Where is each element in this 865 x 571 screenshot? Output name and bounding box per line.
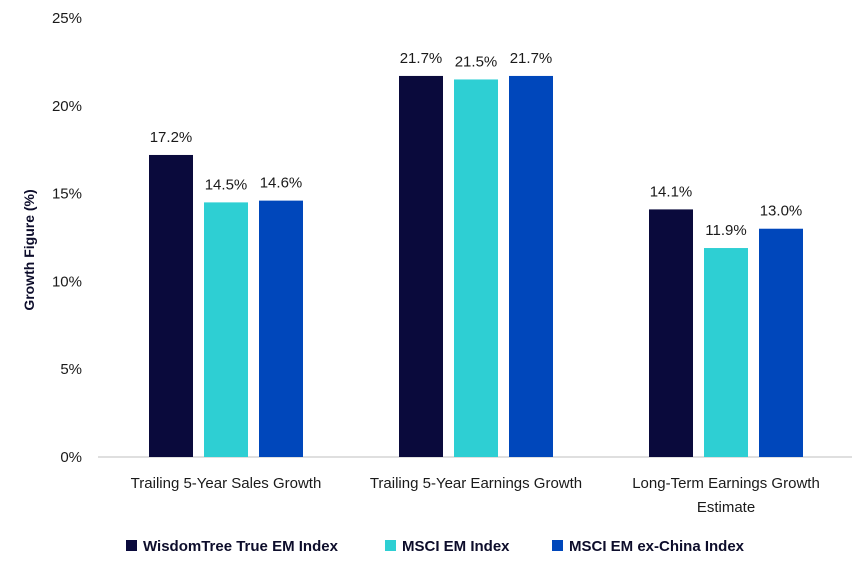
y-axis-title: Growth Figure (%) bbox=[21, 189, 37, 310]
bar bbox=[759, 228, 803, 457]
legend-label: MSCI EM Index bbox=[402, 538, 510, 555]
category-label: Long-Term Earnings Growth bbox=[632, 475, 820, 492]
bar bbox=[399, 75, 443, 457]
legend-swatch bbox=[385, 540, 396, 551]
bar bbox=[259, 200, 303, 457]
data-label: 11.9% bbox=[705, 222, 746, 239]
category-label: Trailing 5-Year Sales Growth bbox=[131, 475, 322, 492]
bar bbox=[509, 75, 553, 457]
legend-swatch bbox=[126, 540, 137, 551]
category-label: Trailing 5-Year Earnings Growth bbox=[370, 475, 582, 492]
bar bbox=[704, 248, 748, 457]
bar bbox=[649, 209, 693, 457]
legend: WisdomTree True EM Index MSCI EM Index MSC… bbox=[126, 538, 745, 555]
data-label: 14.6% bbox=[260, 175, 303, 192]
data-label: 14.1% bbox=[650, 183, 693, 200]
data-label: 13.0% bbox=[760, 203, 803, 220]
data-label: 21.5% bbox=[455, 53, 498, 70]
data-label: 21.7% bbox=[510, 50, 553, 67]
bar bbox=[149, 154, 193, 457]
category-label: Estimate bbox=[697, 499, 755, 516]
bar bbox=[454, 79, 498, 458]
data-label: 14.5% bbox=[205, 176, 248, 193]
y-tick-label: 5% bbox=[60, 361, 82, 378]
y-axis: 0% 5% 10% 15% 20% 25% bbox=[52, 10, 82, 466]
y-tick-label: 0% bbox=[60, 449, 82, 466]
value-labels: 17.2% 21.7% 14.1% 14.5% 21.5% 11.9% 14.6% 21.7%… bbox=[150, 50, 803, 239]
legend-label: MSCI EM ex-China Index bbox=[569, 538, 745, 555]
bars bbox=[149, 75, 803, 458]
legend-label: WisdomTree True EM Index bbox=[143, 538, 339, 555]
y-tick-label: 20% bbox=[52, 98, 82, 115]
bar bbox=[204, 202, 248, 457]
data-label: 17.2% bbox=[150, 129, 193, 146]
data-label: 21.7% bbox=[400, 50, 443, 67]
category-labels: Trailing 5-Year Sales Growth Trailing 5-Y… bbox=[131, 475, 820, 516]
y-tick-label: 10% bbox=[52, 273, 82, 290]
legend-swatch bbox=[552, 540, 563, 551]
y-tick-label: 25% bbox=[52, 10, 82, 27]
y-tick-label: 15% bbox=[52, 186, 82, 203]
